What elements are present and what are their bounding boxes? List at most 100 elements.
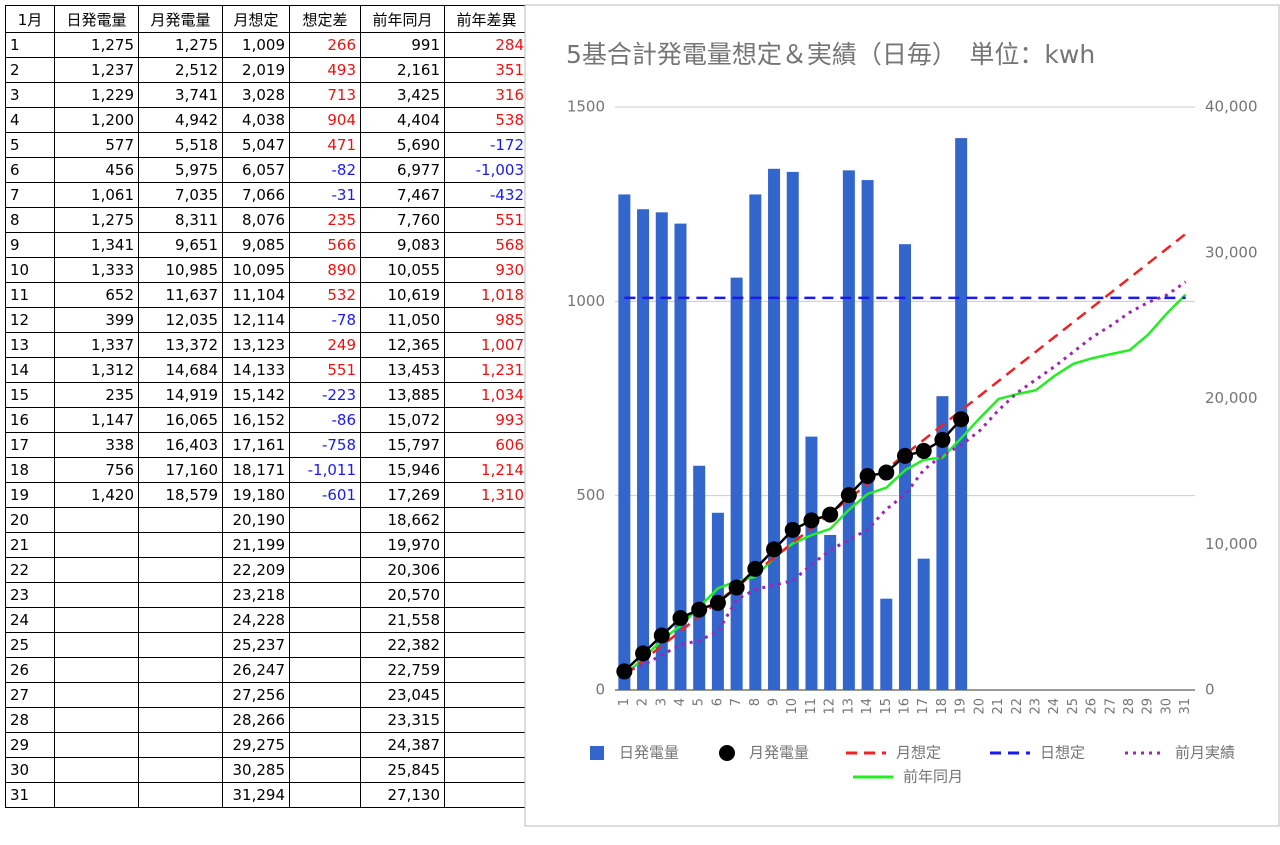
- table-cell: 14,919: [138, 382, 223, 408]
- table-row: 28 28,266 23,315: [5, 707, 529, 733]
- point: [840, 487, 857, 504]
- bar: [899, 244, 911, 690]
- x-tick-label: 25: [1066, 698, 1081, 715]
- table-cell: 13,372: [138, 332, 223, 358]
- table-cell: 10,985: [138, 257, 223, 283]
- table-cell: 12,365: [360, 332, 445, 358]
- table-cell: 2,512: [138, 57, 223, 83]
- x-tick-label: 3: [654, 698, 669, 706]
- table-cell: 1,312: [54, 357, 139, 383]
- legend-label: 日想定: [1040, 744, 1085, 762]
- table-cell: [444, 732, 529, 758]
- table-cell: 351: [444, 57, 529, 83]
- table-row: 5 577 5,518 5,047 471 5,690 -172: [5, 132, 529, 158]
- table-cell: 9: [5, 232, 55, 258]
- legend-label: 前年同月: [903, 768, 963, 786]
- table-cell: [444, 582, 529, 608]
- x-tick-label: 6: [710, 698, 725, 706]
- point: [859, 467, 876, 484]
- x-tick-label: 16: [898, 698, 913, 715]
- table-cell: [54, 782, 139, 808]
- point: [822, 506, 839, 523]
- table-cell: 20,190: [222, 507, 290, 533]
- point: [728, 579, 745, 596]
- bar: [730, 277, 743, 690]
- table-cell: 18,171: [222, 457, 290, 483]
- legend-label: 月発電量: [749, 744, 809, 762]
- table-cell: 577: [54, 132, 139, 158]
- point: [915, 442, 932, 459]
- bar: [768, 168, 781, 691]
- point: [672, 609, 689, 626]
- x-tick-label: 8: [748, 698, 763, 706]
- table-row: 10 1,333 10,985 10,095 890 10,055 930: [5, 257, 529, 283]
- table-cell: 10,095: [222, 257, 290, 283]
- table-cell: 1: [5, 32, 55, 58]
- x-tick-label: 23: [1028, 698, 1043, 715]
- table-cell: [289, 582, 361, 608]
- table-cell: 19: [5, 482, 55, 508]
- table-cell: 10: [5, 257, 55, 283]
- table-cell: 20: [5, 507, 55, 533]
- table-cell: 31: [5, 782, 55, 808]
- legend-label: 月想定: [896, 744, 941, 762]
- x-tick-label: 13: [841, 698, 856, 715]
- line: [623, 232, 1187, 677]
- table-cell: 5,518: [138, 132, 223, 158]
- bar: [824, 534, 837, 690]
- table-cell: [289, 507, 361, 533]
- table-cell: 316: [444, 82, 529, 108]
- table-cell: -1,011: [289, 457, 361, 483]
- legend-swatch: [590, 746, 604, 760]
- table-cell: 456: [54, 157, 139, 183]
- y2-tick-label: 10,000: [1205, 535, 1258, 553]
- table-cell: [54, 707, 139, 733]
- point: [747, 560, 764, 577]
- table-row: 15 235 14,919 15,142 -223 13,885 1,034: [5, 382, 529, 408]
- bar: [880, 598, 893, 690]
- table-cell: 4,038: [222, 107, 290, 133]
- table-cell: 16,065: [138, 407, 223, 433]
- table-cell: 17,160: [138, 457, 223, 483]
- table-cell: 7,066: [222, 182, 290, 208]
- table-cell: 652: [54, 282, 139, 308]
- table-cell: 606: [444, 432, 529, 458]
- y2-tick-label: 30,000: [1205, 243, 1258, 261]
- table-cell: [444, 532, 529, 558]
- table-cell: 7: [5, 182, 55, 208]
- table-cell: 17,269: [360, 482, 445, 508]
- table-cell: [54, 582, 139, 608]
- table-row: 12 399 12,035 12,114 -78 11,050 985: [5, 307, 529, 333]
- table-row: 23 23,218 20,570: [5, 582, 529, 608]
- y-tick-label: 500: [576, 486, 605, 504]
- table-cell: 25,237: [222, 632, 290, 658]
- table-cell: 11,637: [138, 282, 223, 308]
- table-cell: 266: [289, 32, 361, 58]
- point: [803, 512, 820, 529]
- table-cell: [444, 782, 529, 808]
- table-cell: 1,214: [444, 457, 529, 483]
- table-cell: 15: [5, 382, 55, 408]
- y2-tick-label: 40,000: [1205, 98, 1258, 116]
- table-cell: [54, 682, 139, 708]
- table-cell: 29: [5, 732, 55, 758]
- table-cell: 1,420: [54, 482, 139, 508]
- table-row: 16 1,147 16,065 16,152 -86 15,072 993: [5, 407, 529, 433]
- table-cell: [138, 557, 223, 583]
- table-cell: 1,275: [54, 207, 139, 233]
- table-cell: [289, 782, 361, 808]
- table-cell: 19,970: [360, 532, 445, 558]
- table-row: 22 22,209 20,306: [5, 557, 529, 583]
- table-cell: 22: [5, 557, 55, 583]
- bar: [749, 194, 762, 690]
- table-cell: 15,797: [360, 432, 445, 458]
- table-cell: 8,076: [222, 207, 290, 233]
- bar: [618, 194, 631, 690]
- table-cell: 26,247: [222, 657, 290, 683]
- x-tick-label: 28: [1122, 698, 1137, 715]
- table-cell: 23,315: [360, 707, 445, 733]
- bar: [786, 171, 799, 690]
- point: [897, 447, 913, 464]
- legend-label: 前月実績: [1175, 744, 1235, 762]
- table-cell: [54, 732, 139, 758]
